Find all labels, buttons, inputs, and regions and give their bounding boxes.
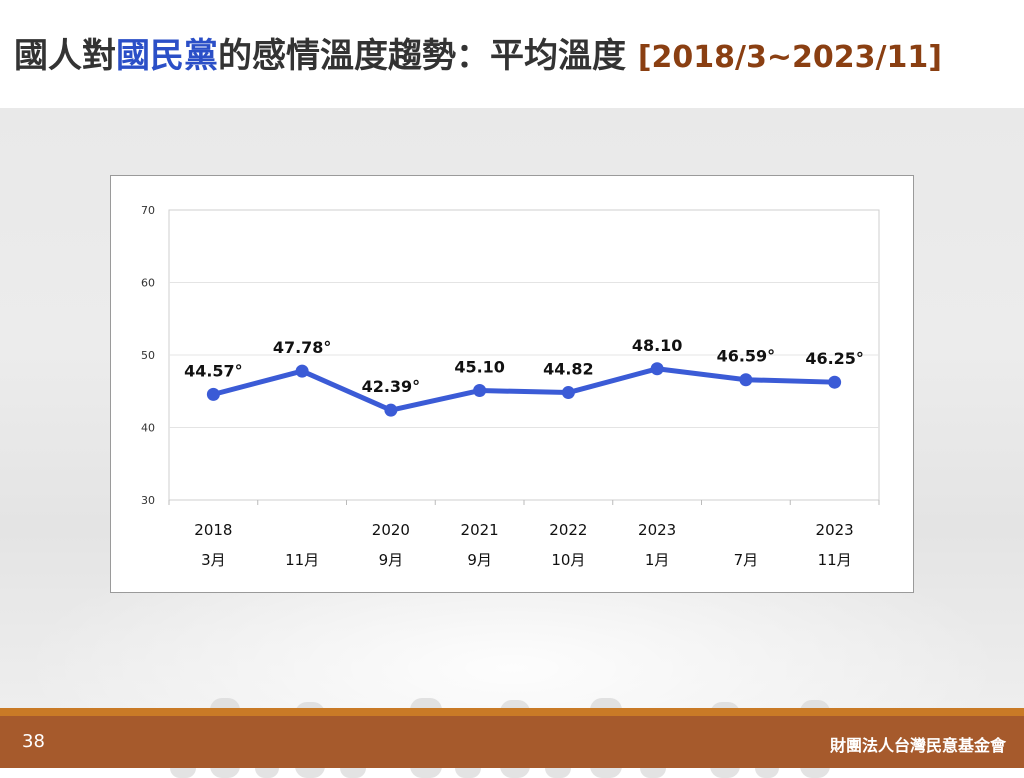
x-tick-label-month: 9月 — [467, 551, 492, 569]
x-tick-label-month: 11月 — [818, 551, 852, 569]
title-suffix: 的感情溫度趨勢：平均溫度 — [218, 36, 626, 76]
y-tick-label: 70 — [141, 204, 155, 217]
title-date-range: [2018/3~2023/11] — [637, 40, 942, 75]
data-point — [384, 403, 398, 417]
organization-name: 財團法人台灣民意基金會 — [829, 736, 1006, 755]
series-line — [210, 366, 838, 413]
data-label: 46.59° — [717, 347, 776, 366]
title-prefix: 國人對 — [14, 36, 116, 76]
x-tick-label-year: 2022 — [549, 521, 587, 539]
x-tick-label-year: 2021 — [461, 521, 499, 539]
page-title: 國人對國民黨的感情溫度趨勢：平均溫度 [2018/3~2023/11] — [14, 28, 942, 77]
data-label: 42.39° — [362, 377, 421, 396]
title-party-name: 國民黨 — [116, 36, 218, 76]
data-point — [295, 364, 309, 378]
y-tick-label: 60 — [141, 277, 155, 290]
x-tick-label-month: 9月 — [379, 551, 404, 569]
data-label: 46.25° — [805, 349, 864, 368]
x-tick-label-month: 10月 — [551, 551, 585, 569]
x-tick-label-year: 2018 — [194, 521, 232, 539]
data-point — [650, 362, 664, 376]
y-tick-label: 50 — [141, 349, 155, 362]
x-tick-label-year: 2020 — [372, 521, 410, 539]
data-point — [739, 373, 753, 387]
slide-footer: 38 財團法人台灣民意基金會 — [0, 716, 1024, 768]
data-label: 47.78° — [273, 338, 332, 357]
y-tick-label: 30 — [141, 494, 155, 507]
data-label: 45.10 — [454, 358, 505, 377]
slide-header: 國人對國民黨的感情溫度趨勢：平均溫度 [2018/3~2023/11] — [0, 0, 1024, 108]
footer-accent-strip — [0, 708, 1024, 716]
data-label: 44.82 — [543, 360, 594, 379]
x-tick-label-month: 1月 — [645, 551, 670, 569]
data-point — [828, 375, 842, 389]
line-chart: 30 40 50 60 70 2018 3月 11月 2020 9月 2021 9月 2022 10月 20… — [141, 204, 880, 569]
x-tick-label-year: 2023 — [816, 521, 854, 539]
x-tick-label-year: 2023 — [638, 521, 676, 539]
data-point — [561, 386, 575, 400]
x-tick-label-month: 7月 — [734, 551, 759, 569]
page-number: 38 — [22, 731, 45, 752]
x-tick-label-month: 11月 — [285, 551, 319, 569]
x-tick-label-month: 3月 — [201, 551, 226, 569]
data-point — [206, 387, 220, 401]
data-point — [473, 384, 487, 398]
data-label: 44.57° — [184, 361, 243, 380]
y-tick-label: 40 — [141, 422, 155, 435]
chart-panel: 30 40 50 60 70 2018 3月 11月 2020 9月 2021 9月 2022 10月 20… — [110, 175, 914, 593]
data-label: 48.10 — [632, 336, 683, 355]
